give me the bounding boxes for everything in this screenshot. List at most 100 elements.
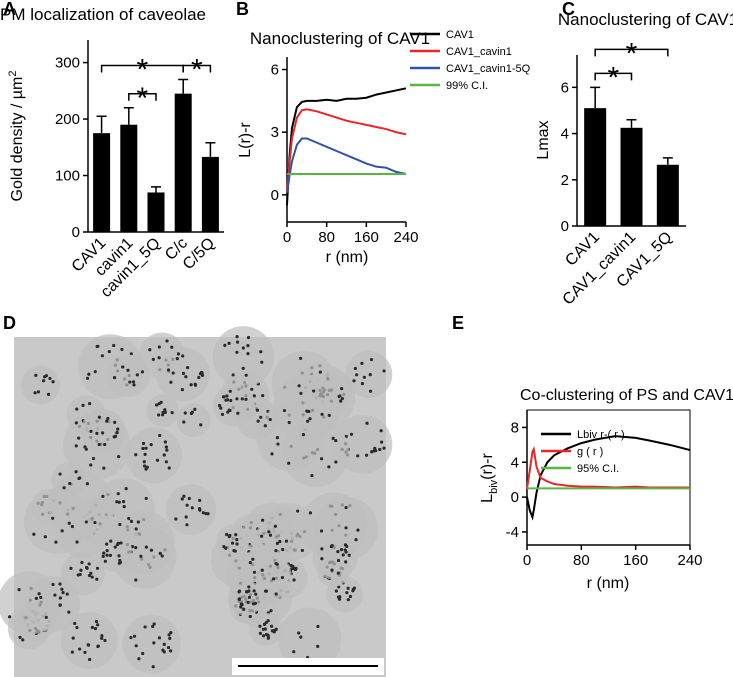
- gold-particle: [76, 573, 80, 577]
- gold-particle: [116, 427, 120, 431]
- error-bar: [662, 157, 673, 165]
- gold-particle: [62, 486, 66, 490]
- gold-particle: [244, 373, 248, 377]
- gold-particle: [217, 403, 222, 408]
- gold-particle: [73, 621, 77, 626]
- gold-particle: [352, 586, 356, 590]
- gold-particle: [94, 619, 99, 624]
- gold-particle: [167, 466, 171, 470]
- legend-label: g ( r ): [577, 446, 603, 458]
- error-bar: [178, 78, 189, 94]
- gold-particle: [237, 597, 241, 601]
- gold-particle: [105, 419, 109, 423]
- x-tick-label: 160: [623, 552, 648, 569]
- gold-particle: [190, 506, 194, 510]
- gold-particle: [300, 548, 304, 553]
- gold-particle: [224, 546, 228, 550]
- bar: [93, 133, 111, 232]
- gold-particle: [247, 585, 251, 589]
- gold-particle: [58, 596, 63, 600]
- gold-particle: [340, 387, 344, 391]
- gold-particle: [274, 592, 278, 596]
- chart-title: PM localization of caveolae: [0, 5, 206, 24]
- y-tick-label: 300: [55, 55, 80, 72]
- gold-particle: [75, 540, 79, 544]
- gold-particle: [142, 460, 146, 464]
- gold-particle: [97, 415, 101, 419]
- membrane-patch: [21, 365, 60, 405]
- gold-particle: [134, 527, 138, 531]
- gold-particle: [278, 539, 282, 544]
- gold-particle: [378, 447, 382, 452]
- gold-particle: [199, 370, 204, 375]
- gold-particle: [228, 533, 232, 538]
- gold-particle: [102, 466, 106, 470]
- membrane-patch: [95, 534, 133, 572]
- gold-particle: [235, 397, 239, 401]
- gold-particle: [118, 522, 122, 527]
- membrane-patch: [61, 551, 105, 596]
- gold-particle: [272, 629, 276, 633]
- gold-particle: [134, 453, 138, 457]
- gold-particle: [379, 429, 383, 433]
- gold-particle: [234, 533, 238, 537]
- significance-star: *: [137, 82, 149, 115]
- significance-star: *: [626, 37, 638, 70]
- gold-particle: [246, 352, 250, 356]
- y-axis-label-tail: (r)-r: [479, 453, 496, 480]
- gold-particle: [235, 538, 239, 542]
- gold-particle: [227, 341, 231, 346]
- gold-particle: [86, 643, 90, 647]
- gold-particle: [327, 465, 331, 469]
- gold-particle: [355, 373, 359, 377]
- gold-particle: [206, 512, 210, 516]
- y-tick-label: 6: [271, 62, 279, 79]
- gold-particle: [356, 454, 360, 458]
- gold-particle: [382, 446, 386, 450]
- gold-particle: [284, 539, 289, 543]
- gold-particle: [344, 505, 348, 510]
- gold-particle: [230, 541, 235, 545]
- gold-particle: [263, 627, 267, 631]
- gold-particle: [88, 657, 92, 662]
- gold-particle: [175, 356, 179, 361]
- gold-particle: [260, 534, 264, 538]
- gold-particle: [103, 638, 107, 643]
- significance-star: *: [137, 54, 149, 87]
- membrane-patch: [176, 403, 211, 438]
- gold-particle: [263, 424, 267, 428]
- gold-particle: [248, 560, 252, 565]
- gold-particle: [83, 650, 87, 654]
- gold-particle: [58, 472, 62, 476]
- gold-particle: [44, 615, 48, 619]
- gold-particle: [112, 343, 116, 348]
- gold-particle: [223, 343, 227, 347]
- gold-particle: [163, 440, 167, 444]
- gold-particle: [282, 408, 287, 413]
- gold-particle: [142, 464, 147, 468]
- gold-particle: [96, 644, 100, 648]
- gold-particle: [106, 416, 110, 421]
- gold-particle: [330, 568, 334, 572]
- y-tick-label: 6: [561, 79, 569, 96]
- gold-particle: [336, 571, 340, 575]
- gold-particle: [96, 344, 100, 348]
- legend-label: 95% C.I.: [577, 463, 619, 475]
- x-tick-label: 240: [393, 229, 418, 246]
- gold-particle: [117, 554, 121, 558]
- gold-particle: [240, 397, 244, 401]
- gold-particle: [189, 383, 193, 387]
- gold-particle: [97, 442, 101, 447]
- gold-particle: [117, 500, 121, 504]
- error-bar: [151, 186, 161, 193]
- gold-particle: [74, 470, 78, 474]
- gold-particle: [242, 607, 246, 611]
- gold-particle: [155, 458, 160, 462]
- legend-label: CAV1: [446, 29, 474, 41]
- x-axis-label: r (nm): [587, 575, 630, 592]
- significance-star: *: [607, 61, 619, 94]
- gold-particle: [95, 566, 100, 570]
- bar: [620, 127, 643, 226]
- gold-particle: [354, 538, 358, 542]
- gold-particle: [100, 636, 104, 640]
